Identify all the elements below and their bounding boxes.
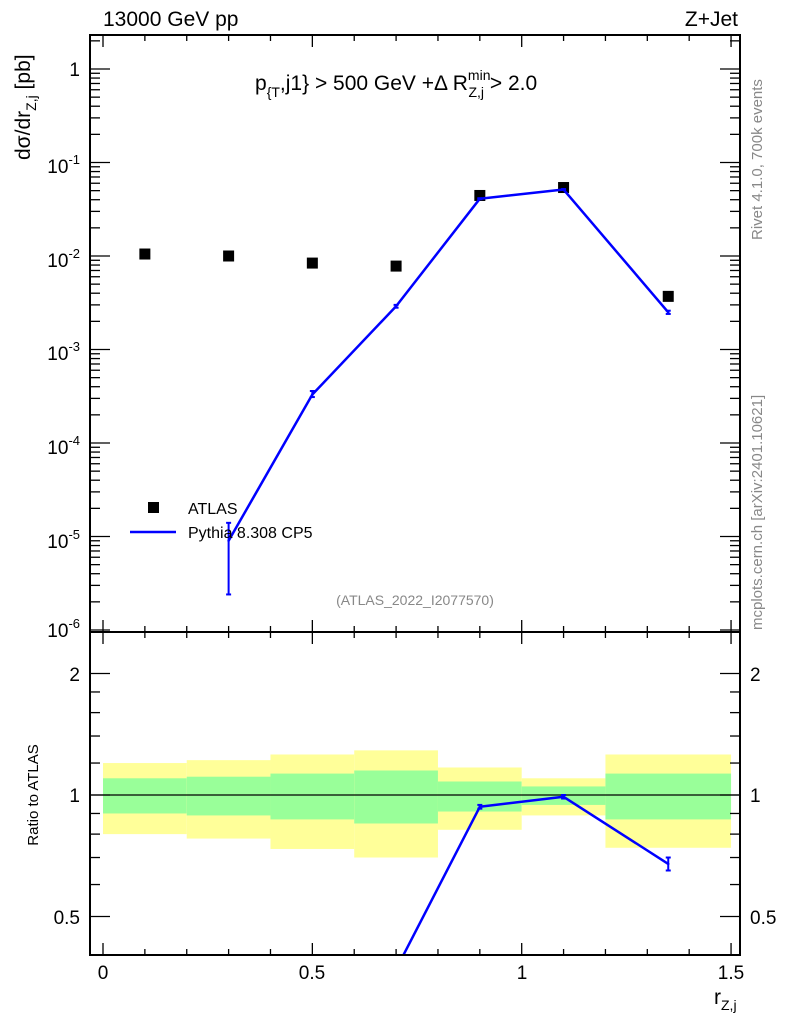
atlas-point: [306, 257, 318, 269]
main-plot-marks: [139, 182, 674, 596]
analysis-watermark: (ATLAS_2022_I2077570): [336, 592, 494, 608]
legend-atlas-label: ATLAS: [188, 501, 238, 518]
xtick-label-0.5: 0.5: [299, 963, 325, 984]
atlas-point: [223, 250, 235, 262]
atlas-point: [474, 189, 486, 201]
pythia-ratio-line-segment: [478, 795, 565, 809]
ytick-label-1: 1: [69, 60, 80, 81]
ytick-label-1e-2: 10-2: [47, 246, 80, 272]
header-right: Z+Jet: [685, 8, 738, 31]
plot-title: p{T,j1} > 500 GeV +Δ Rmin Z,j > 2.0: [255, 67, 537, 100]
tick-labels: 10-6 10-5 10-4 10-3 10-2 10-1 1 0.5 1 2 …: [47, 60, 776, 984]
header-left: 13000 GeV pp: [103, 8, 238, 31]
main-frame: [89, 34, 741, 633]
band-green: [186, 776, 271, 816]
pythia-line-segment: [478, 188, 565, 200]
pythia-ratio-line-segment: [402, 805, 482, 955]
ytick-label-1e-1: 10-1: [47, 152, 80, 178]
ratio-ytick-left-1: 1: [69, 786, 80, 807]
ratio-plot-marks: [402, 794, 671, 955]
xtick-label-1: 1: [517, 963, 528, 984]
ratio-ytick-right-1: 1: [750, 786, 761, 807]
side-text-mcplots: mcplots.cern.ch [arXiv:2401.10621]: [749, 395, 766, 630]
side-text-rivet: Rivet 4.1.0, 700k events: [749, 79, 766, 240]
pythia-line-segment: [394, 197, 482, 308]
atlas-point: [662, 290, 674, 302]
y-axis-label: dσ/drZ,j [pb]: [12, 54, 39, 160]
legend: ATLAS Pythia 8.308 CP5: [130, 501, 313, 542]
atlas-point: [558, 182, 570, 194]
ytick-label-1e-4: 10-4: [47, 433, 80, 459]
band-green: [354, 770, 438, 824]
ytick-label-1e-5: 10-5: [47, 527, 80, 553]
ytick-label-1e-6: 10-6: [47, 616, 80, 642]
band-green: [605, 773, 732, 820]
ratio-ytick-right-0.5: 0.5: [750, 908, 776, 929]
ytick-label-1e-3: 10-3: [47, 339, 80, 365]
ratio-y-axis-label: Ratio to ATLAS: [25, 744, 42, 845]
ratio-ytick-left-2: 2: [69, 665, 80, 686]
ratio-ytick-right-2: 2: [750, 665, 761, 686]
pythia-line-segment: [562, 188, 670, 314]
ratio-bands: [103, 750, 732, 858]
ratio-frame: [89, 631, 741, 956]
pythia-line-segment: [311, 305, 398, 396]
legend-atlas-marker: [148, 502, 159, 513]
ratio-ytick-left-0.5: 0.5: [54, 908, 80, 929]
pythia-line-segment: [227, 393, 314, 543]
xtick-label-0: 0: [98, 963, 109, 984]
band-green: [270, 773, 355, 820]
pythia-ratio-line-segment: [562, 795, 670, 866]
x-axis-label: rZ,j: [714, 986, 737, 1013]
band-green: [103, 778, 187, 814]
xtick-label-1.5: 1.5: [718, 963, 744, 984]
atlas-point: [390, 260, 402, 272]
atlas-point: [139, 248, 151, 260]
legend-pythia-label: Pythia 8.308 CP5: [188, 525, 313, 542]
